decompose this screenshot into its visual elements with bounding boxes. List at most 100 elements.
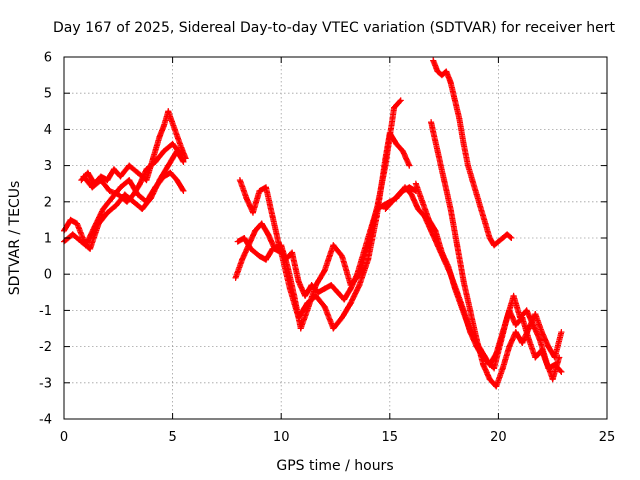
- data-point: [95, 220, 102, 227]
- data-point: [330, 325, 337, 332]
- data-point: [89, 184, 96, 191]
- data-point: [428, 119, 435, 126]
- y-tick-label: 0: [44, 268, 52, 283]
- y-tick-label: 5: [44, 87, 52, 102]
- data-point: [321, 267, 328, 274]
- data-point: [160, 148, 167, 155]
- data-point: [493, 383, 500, 390]
- data-point: [126, 177, 133, 184]
- data-point: [525, 325, 532, 332]
- data-point: [523, 307, 530, 314]
- data-point: [115, 191, 122, 198]
- data-point: [341, 296, 348, 303]
- data-point: [512, 321, 519, 328]
- data-point: [74, 220, 81, 227]
- data-point: [388, 198, 395, 205]
- data-point: [156, 133, 163, 140]
- data-point: [302, 292, 309, 299]
- data-point: [519, 339, 526, 346]
- data-point: [510, 292, 517, 299]
- data-point: [147, 195, 154, 202]
- data-point: [412, 180, 419, 187]
- grid: [64, 57, 607, 419]
- data-point: [247, 245, 254, 252]
- data-point: [473, 336, 480, 343]
- data-point: [443, 68, 450, 75]
- data-point: [464, 321, 471, 328]
- data-point: [234, 238, 241, 245]
- data-point: [454, 242, 461, 249]
- data-point: [67, 216, 74, 223]
- data-point: [425, 216, 432, 223]
- y-tick-label: 2: [44, 195, 52, 210]
- data-point: [262, 256, 269, 263]
- data-point: [108, 195, 115, 202]
- data-point: [504, 314, 511, 321]
- data-point: [156, 177, 163, 184]
- data-point: [87, 245, 94, 252]
- y-tick-label: 3: [44, 159, 52, 174]
- data-point: [480, 361, 487, 368]
- data-point: [367, 227, 374, 234]
- data-point: [236, 177, 243, 184]
- data-point: [464, 162, 471, 169]
- data-point: [80, 173, 87, 180]
- data-point: [545, 343, 552, 350]
- data-point: [330, 242, 337, 249]
- data-point: [451, 97, 458, 104]
- y-tick-label: 1: [44, 232, 52, 247]
- axis-ticks: 0 5 10 15 20 25 -4 -3 -2 -1 0 1 2 3 4 5 6: [39, 51, 615, 446]
- x-tick-label: 25: [599, 430, 616, 445]
- data-point: [104, 177, 111, 184]
- data-point: [113, 202, 120, 209]
- data-point: [321, 285, 328, 292]
- data-point: [106, 187, 113, 194]
- data-point: [295, 278, 302, 285]
- data-point: [152, 158, 159, 165]
- x-tick-label: 15: [382, 430, 399, 445]
- data-point: [508, 235, 515, 241]
- data-point: [334, 289, 341, 296]
- data-point: [117, 184, 124, 191]
- data-point: [532, 354, 539, 361]
- series-track-d: [80, 140, 185, 205]
- y-axis-title: SDTVAR / TECUs: [7, 181, 23, 296]
- data-point: [551, 354, 558, 361]
- y-tick-label: -1: [39, 304, 52, 319]
- data-point: [269, 213, 276, 220]
- data-point: [360, 249, 367, 256]
- data-point: [100, 206, 107, 213]
- data-point: [262, 184, 269, 191]
- data-point: [456, 115, 463, 122]
- data-point: [123, 198, 130, 205]
- data-point: [347, 300, 354, 307]
- data-point: [460, 278, 467, 285]
- x-tick-label: 10: [273, 430, 290, 445]
- series-track-j: [428, 119, 565, 390]
- data-point: [486, 235, 493, 241]
- series-markers: [61, 169, 187, 249]
- data-point: [491, 242, 498, 249]
- data-point: [517, 314, 524, 321]
- data-point: [491, 365, 498, 372]
- series-markers: [236, 177, 419, 303]
- data-point: [415, 206, 422, 213]
- data-point: [393, 140, 400, 147]
- data-point: [173, 177, 180, 184]
- data-point: [182, 155, 189, 162]
- data-point: [447, 79, 454, 86]
- data-point: [178, 144, 185, 151]
- data-point: [312, 292, 319, 299]
- series-track-g: [236, 177, 419, 303]
- data-point: [445, 263, 452, 270]
- data-point: [447, 206, 454, 213]
- y-tick-label: 4: [44, 123, 52, 138]
- series-track-f: [234, 97, 404, 332]
- data-point: [397, 97, 404, 104]
- data-point: [258, 220, 265, 227]
- data-point: [126, 162, 133, 169]
- data-point: [315, 289, 322, 296]
- data-point: [504, 231, 511, 238]
- data-point: [265, 231, 272, 238]
